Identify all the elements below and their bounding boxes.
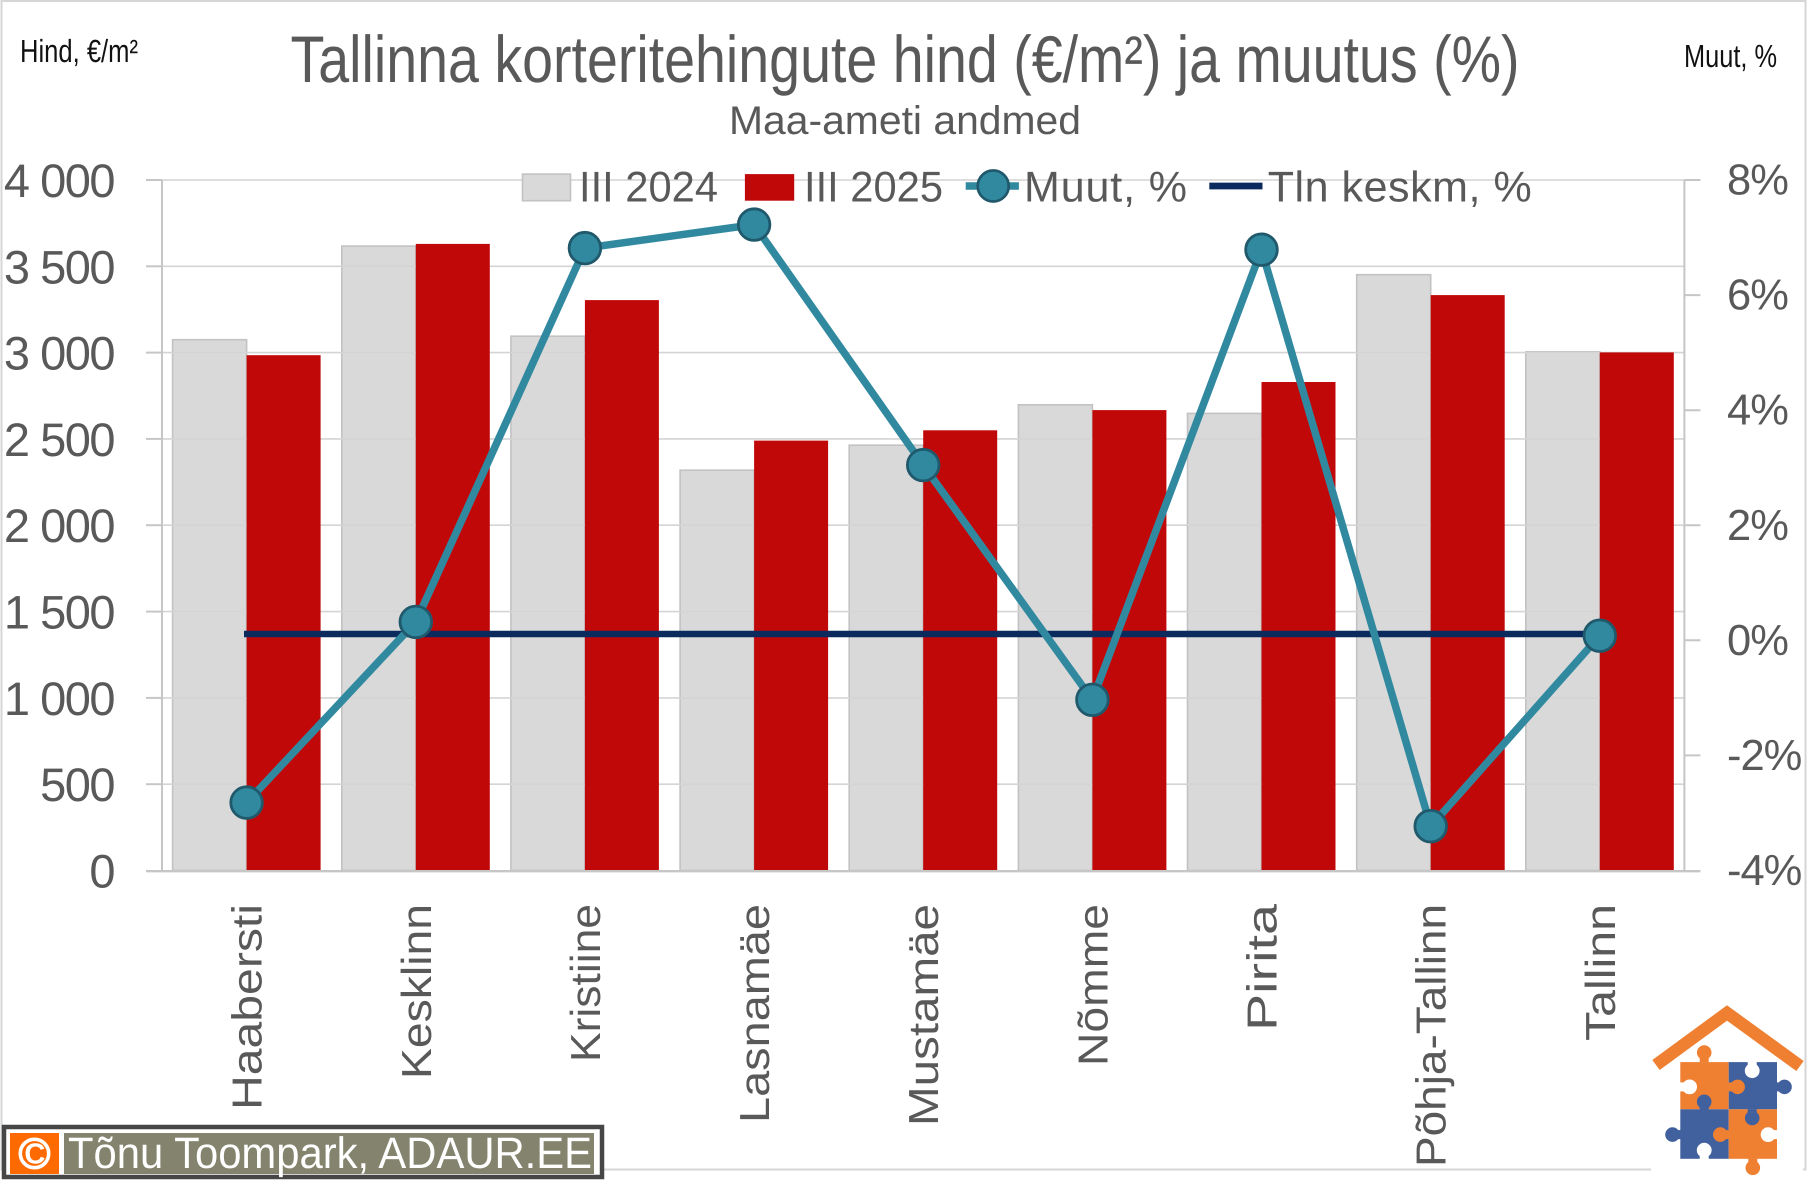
svg-text:Nõmme: Nõmme (1069, 904, 1116, 1066)
svg-text:Tallinna korteritehingute hind: Tallinna korteritehingute hind (€/m²) ja… (291, 22, 1520, 96)
svg-text:Muut, %: Muut, % (1024, 164, 1187, 212)
svg-text:III 2025: III 2025 (804, 164, 943, 212)
svg-text:4%: 4% (1727, 387, 1788, 435)
svg-text:Hind, €/m²: Hind, €/m² (20, 33, 138, 69)
svg-text:500: 500 (40, 758, 114, 811)
svg-text:2%: 2% (1727, 502, 1788, 550)
svg-text:Mustamäe: Mustamäe (900, 904, 947, 1126)
svg-text:Pirita: Pirita (1239, 903, 1286, 1031)
svg-text:Haabersti: Haabersti (224, 904, 271, 1110)
svg-text:C: C (24, 1139, 45, 1171)
svg-text:1 500: 1 500 (4, 586, 114, 639)
svg-text:3 500: 3 500 (4, 240, 114, 293)
svg-text:1 000: 1 000 (4, 672, 114, 725)
svg-text:6%: 6% (1727, 272, 1788, 320)
svg-text:Tõnu Toompark, ADAUR.EE: Tõnu Toompark, ADAUR.EE (68, 1129, 592, 1178)
svg-text:Kesklinn: Kesklinn (393, 904, 440, 1079)
svg-text:2 500: 2 500 (4, 413, 114, 466)
svg-text:III 2024: III 2024 (579, 164, 718, 212)
svg-text:8%: 8% (1727, 157, 1788, 205)
svg-text:Maa-ameti andmed: Maa-ameti andmed (729, 99, 1081, 143)
svg-text:0: 0 (89, 845, 114, 898)
svg-text:2 000: 2 000 (4, 499, 114, 552)
svg-text:-4%: -4% (1727, 847, 1802, 895)
svg-text:Kristiine: Kristiine (562, 904, 609, 1062)
svg-text:-2%: -2% (1727, 732, 1802, 780)
svg-text:Tallinn: Tallinn (1577, 904, 1624, 1041)
svg-text:0%: 0% (1727, 617, 1788, 665)
svg-text:4 000: 4 000 (4, 154, 114, 207)
svg-text:Lasnamäe: Lasnamäe (731, 904, 778, 1123)
svg-text:Tln keskm, %: Tln keskm, % (1268, 164, 1532, 212)
svg-text:3 000: 3 000 (4, 327, 114, 380)
svg-text:Muut, %: Muut, % (1684, 38, 1777, 74)
svg-text:Põhja-Tallinn: Põhja-Tallinn (1408, 904, 1455, 1167)
